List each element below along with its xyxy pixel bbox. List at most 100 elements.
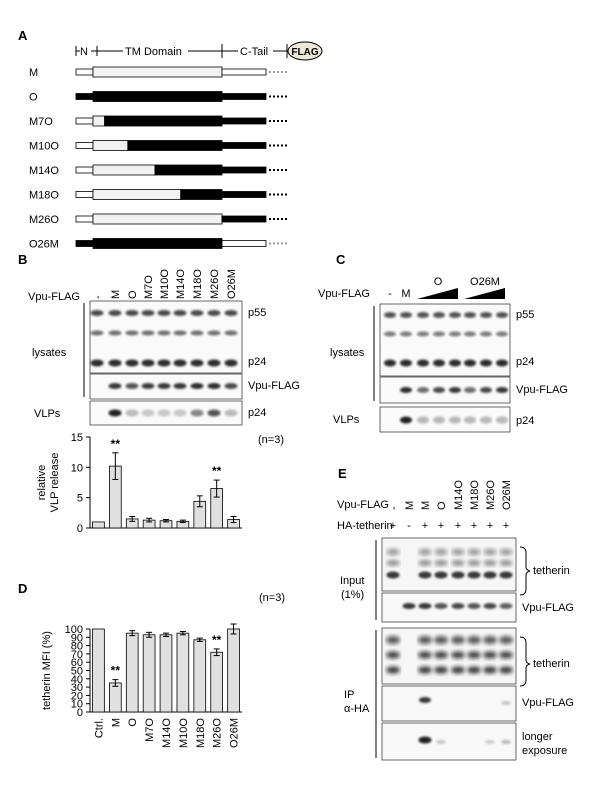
blot-band <box>499 651 513 659</box>
blot-band <box>384 331 396 337</box>
tm-segment-open <box>92 66 223 78</box>
x-tick-label: M <box>110 718 122 727</box>
blot-band <box>224 310 238 316</box>
bar <box>159 634 173 713</box>
b-vlps-label: VLPs <box>34 408 61 420</box>
c-tail-segment <box>221 117 267 125</box>
blot-band <box>402 603 416 609</box>
blot-band <box>190 310 204 316</box>
y-tick-label: 80 <box>71 641 83 653</box>
b-lane-label: M10O <box>159 269 171 299</box>
y-tick-label: 0 <box>77 523 83 535</box>
x-tick-label: M26O <box>212 718 224 748</box>
blot-band <box>467 603 481 609</box>
blot-band <box>386 549 400 555</box>
e-input-tetherin-blot <box>381 537 517 592</box>
blot-band <box>451 666 465 674</box>
c-vlp-blot <box>379 406 511 433</box>
e-input-vpu-blot <box>381 592 517 623</box>
construct-m14o: M14O <box>29 164 288 177</box>
construct-label: M7O <box>29 116 53 128</box>
construct-label: M10O <box>29 141 59 153</box>
blot-band <box>464 387 476 393</box>
blot-band <box>386 636 400 644</box>
bar <box>176 632 190 713</box>
bar <box>193 639 207 713</box>
blot-band <box>436 740 446 744</box>
blot-band <box>224 359 238 367</box>
y-tick-label: 5 <box>77 493 83 505</box>
blot-band <box>467 636 481 644</box>
n-segment <box>75 240 94 247</box>
blot-band <box>400 331 412 337</box>
b-lane-label: O26M <box>226 269 238 299</box>
significance-mark: ** <box>111 437 121 451</box>
panel-c: C Vpu-FLAG - M O O26M lysates VLPs p55 p… <box>318 252 568 433</box>
tm-segment-open <box>92 213 223 225</box>
blot-band <box>141 383 155 389</box>
c-vlp-p24-label: p24 <box>516 415 534 427</box>
e-longer-label: longer <box>522 731 553 743</box>
blot-band <box>464 312 476 318</box>
construct-label: M14O <box>29 165 59 177</box>
n-segment <box>75 93 94 100</box>
blot-band <box>141 409 155 417</box>
tm-domain-label: TM Domain <box>125 46 182 58</box>
e-tetherin-bracket <box>519 546 531 596</box>
blot-band <box>501 740 511 744</box>
blot-band <box>451 549 465 555</box>
blot-band <box>108 330 122 336</box>
blot-band <box>483 571 497 579</box>
blot-band <box>419 697 431 703</box>
blot-band <box>157 409 171 417</box>
blot-band <box>125 330 139 336</box>
blot-band <box>483 651 497 659</box>
blot-band <box>496 416 508 424</box>
blot-band <box>434 560 448 566</box>
e-ip-vpu-blot <box>381 685 517 722</box>
blot-band <box>449 416 461 424</box>
blot-band <box>90 359 104 367</box>
blot-band <box>386 651 400 659</box>
blot-band <box>434 651 448 659</box>
c-group-o: O <box>434 276 443 288</box>
c-tail-segment <box>221 142 267 149</box>
blot-band <box>467 549 481 555</box>
blot-band <box>433 359 445 367</box>
c-tail-segment <box>221 68 267 76</box>
blot-band <box>418 603 432 609</box>
c-tail-label: C-Tail <box>240 46 268 58</box>
blot-band <box>417 359 429 367</box>
panel-c-label: C <box>336 252 346 267</box>
blot-band <box>464 359 476 367</box>
y-axis-label: relative <box>36 465 48 500</box>
flag-tag <box>287 41 323 61</box>
c-lysate-gag-blot <box>379 303 511 377</box>
blot-band <box>480 331 492 337</box>
blot-band <box>173 310 187 316</box>
c-tail-segment <box>221 93 267 100</box>
blot-band <box>451 560 465 566</box>
blot-band <box>449 331 461 337</box>
blot-band <box>418 571 432 579</box>
blot-band <box>496 387 508 393</box>
y-tick-label: 10 <box>71 462 83 474</box>
n-segment <box>75 117 94 125</box>
blot-band <box>501 701 511 705</box>
blot-band <box>90 310 104 316</box>
significance-mark: ** <box>212 464 222 478</box>
blot-band <box>207 330 221 336</box>
c-vlps-label: VLPs <box>333 414 360 426</box>
blot-band <box>451 651 465 659</box>
blot-band <box>467 651 481 659</box>
blot-band <box>141 330 155 336</box>
b-vlp-p24-label: p24 <box>248 407 266 419</box>
blot-band <box>108 359 122 367</box>
e-input-label: Input <box>340 575 364 587</box>
b-lysates-label: lysates <box>32 347 67 359</box>
y-tick-label: 0 <box>77 707 83 719</box>
blot-band <box>417 312 429 318</box>
blot-band <box>449 359 461 367</box>
